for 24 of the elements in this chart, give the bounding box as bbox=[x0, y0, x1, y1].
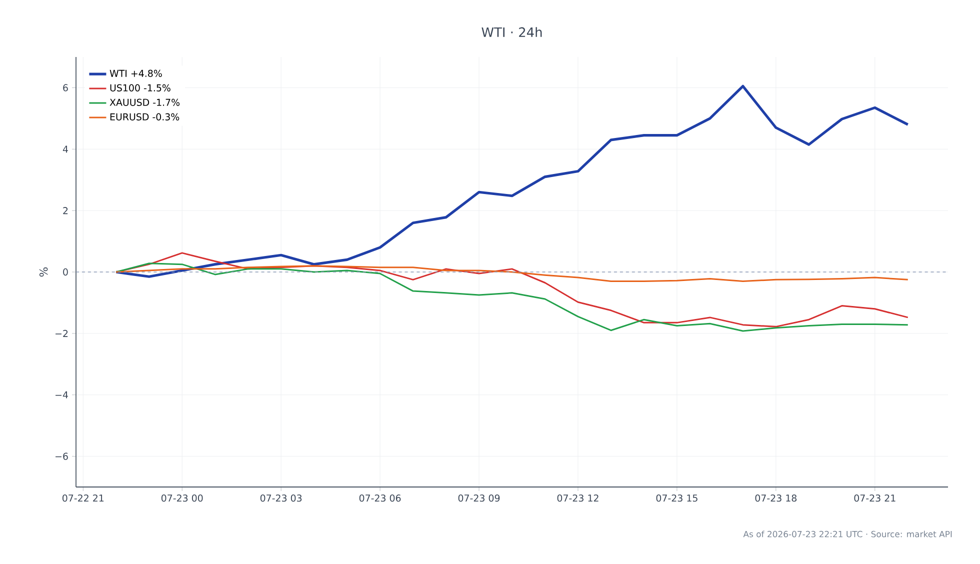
x-tick-label: 07-22 21 bbox=[62, 494, 104, 502]
legend-label: EURUSD -0.3% bbox=[110, 113, 180, 120]
y-axis-title: % bbox=[39, 267, 48, 277]
legend-label: US100 -1.5% bbox=[110, 84, 170, 92]
line-series bbox=[115, 262, 909, 332]
y-tick-label: 4 bbox=[62, 146, 68, 153]
x-tick-label: 07-23 06 bbox=[359, 494, 401, 502]
y-tick-label: 0 bbox=[63, 268, 68, 276]
x-tick-label: 07-23 00 bbox=[161, 494, 203, 502]
x-tick-label: 07-23 03 bbox=[260, 494, 302, 502]
x-tick-label: 07-23 12 bbox=[557, 494, 598, 502]
text: As of 2026-07-23 22:21 UTC · Source: market API bbox=[743, 530, 952, 538]
legend-label: XAUUSD -1.7% bbox=[110, 98, 180, 106]
y-tick-label: −4 bbox=[56, 391, 68, 398]
x-tick-label: 07-23 09 bbox=[458, 494, 500, 502]
x-tick-label: 07-23 21 bbox=[854, 494, 896, 502]
legend-label: WTI +4.8% bbox=[110, 70, 162, 77]
y-tick-label: 6 bbox=[63, 84, 68, 92]
y-tick-label: −6 bbox=[56, 452, 68, 460]
x-tick-label: 07-23 18 bbox=[755, 494, 797, 502]
x-tick-label: 07-23 15 bbox=[656, 494, 698, 502]
y-tick-label: 2 bbox=[63, 207, 68, 214]
chart-title: WTI · 24h bbox=[482, 27, 542, 37]
y-tick-label: −2 bbox=[56, 330, 68, 337]
